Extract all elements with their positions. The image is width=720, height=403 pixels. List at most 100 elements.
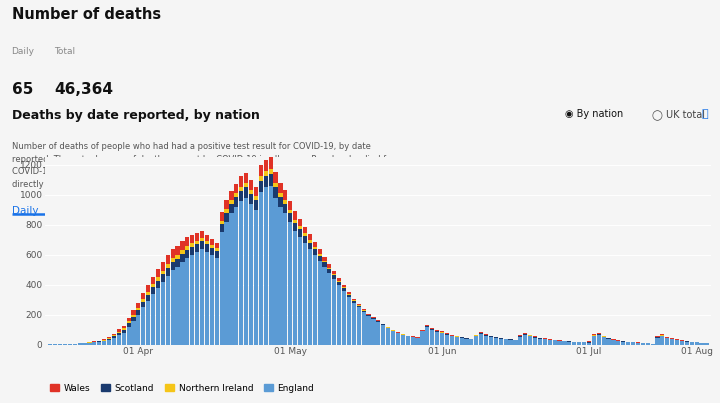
Bar bbox=[450, 337, 454, 345]
Bar bbox=[700, 343, 703, 345]
Bar bbox=[606, 339, 611, 345]
Bar bbox=[528, 334, 532, 335]
Bar bbox=[543, 339, 547, 345]
Bar bbox=[361, 309, 366, 310]
Bar bbox=[474, 337, 478, 345]
Bar bbox=[68, 344, 72, 345]
Bar bbox=[538, 338, 542, 339]
Bar bbox=[58, 344, 62, 345]
Bar bbox=[352, 299, 356, 300]
Legend: Wales, Scotland, Northern Ireland, England: Wales, Scotland, Northern Ireland, Engla… bbox=[47, 380, 318, 396]
Bar bbox=[332, 276, 336, 278]
Bar bbox=[239, 177, 243, 187]
Bar bbox=[641, 343, 645, 345]
Bar bbox=[215, 249, 219, 251]
Bar bbox=[220, 220, 224, 224]
Bar bbox=[122, 326, 126, 328]
Bar bbox=[347, 292, 351, 294]
Bar bbox=[239, 191, 243, 201]
Bar bbox=[616, 341, 621, 345]
Bar bbox=[366, 316, 371, 345]
Bar bbox=[210, 245, 214, 248]
Bar bbox=[156, 281, 160, 288]
Bar bbox=[318, 261, 322, 345]
Bar bbox=[230, 200, 233, 204]
Bar bbox=[494, 337, 498, 338]
Bar bbox=[132, 317, 135, 320]
Text: 46,364: 46,364 bbox=[54, 82, 113, 97]
Bar bbox=[249, 204, 253, 345]
Bar bbox=[361, 311, 366, 312]
Bar bbox=[356, 305, 361, 306]
Bar bbox=[127, 318, 131, 322]
Bar bbox=[136, 310, 140, 315]
Bar bbox=[185, 249, 189, 258]
Bar bbox=[401, 335, 405, 345]
Bar bbox=[328, 272, 331, 345]
Bar bbox=[450, 335, 454, 336]
Bar bbox=[239, 187, 243, 191]
Bar bbox=[151, 276, 156, 284]
Bar bbox=[112, 335, 116, 337]
Bar bbox=[454, 337, 459, 345]
Bar bbox=[410, 337, 415, 345]
Bar bbox=[258, 177, 263, 181]
Bar bbox=[323, 267, 327, 345]
Bar bbox=[499, 338, 503, 339]
Bar bbox=[528, 336, 532, 337]
Bar bbox=[601, 336, 606, 337]
Bar bbox=[117, 333, 121, 335]
Bar bbox=[166, 268, 170, 276]
Bar bbox=[283, 190, 287, 200]
Bar bbox=[484, 335, 488, 336]
Bar bbox=[73, 344, 77, 345]
Bar bbox=[195, 233, 199, 241]
Bar bbox=[293, 223, 297, 231]
Bar bbox=[279, 197, 282, 207]
Bar bbox=[552, 341, 557, 345]
Bar bbox=[356, 304, 361, 305]
Bar bbox=[288, 222, 292, 345]
Bar bbox=[352, 301, 356, 303]
Bar bbox=[78, 343, 82, 345]
Bar bbox=[405, 337, 410, 345]
Bar bbox=[695, 342, 698, 345]
Bar bbox=[122, 332, 126, 345]
Bar bbox=[234, 183, 238, 193]
Bar bbox=[176, 259, 180, 267]
Bar bbox=[151, 294, 156, 345]
Bar bbox=[102, 339, 107, 340]
Bar bbox=[342, 287, 346, 288]
Bar bbox=[513, 341, 518, 345]
Bar bbox=[332, 274, 336, 276]
Bar bbox=[523, 335, 527, 345]
Bar bbox=[655, 336, 660, 337]
Bar bbox=[655, 338, 660, 345]
Bar bbox=[269, 169, 273, 174]
Bar bbox=[136, 315, 140, 345]
Bar bbox=[92, 342, 96, 345]
Bar bbox=[53, 344, 57, 345]
Bar bbox=[323, 262, 327, 267]
Bar bbox=[102, 340, 107, 341]
Bar bbox=[141, 293, 145, 299]
Text: 65: 65 bbox=[12, 82, 33, 97]
Bar bbox=[328, 268, 331, 269]
Bar bbox=[508, 340, 513, 345]
Bar bbox=[269, 174, 273, 186]
Bar bbox=[205, 251, 209, 345]
Bar bbox=[283, 204, 287, 213]
Bar bbox=[592, 337, 596, 345]
Bar bbox=[225, 200, 229, 209]
Bar bbox=[205, 241, 209, 245]
Bar bbox=[279, 207, 282, 345]
Bar bbox=[200, 249, 204, 345]
Bar bbox=[279, 183, 282, 193]
Bar bbox=[225, 209, 229, 213]
Bar bbox=[307, 240, 312, 243]
Bar bbox=[283, 200, 287, 204]
Bar bbox=[274, 187, 278, 197]
Bar bbox=[244, 187, 248, 197]
Bar bbox=[660, 337, 665, 345]
Bar bbox=[440, 331, 444, 332]
